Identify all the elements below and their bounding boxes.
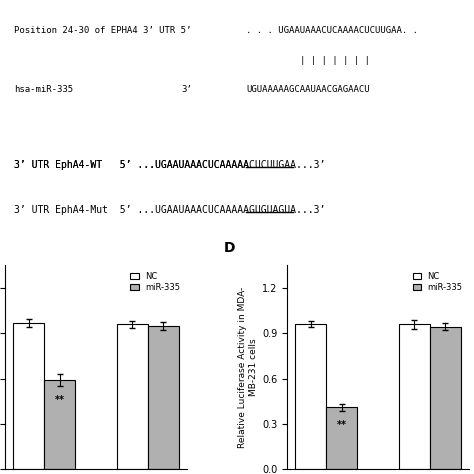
- Text: D: D: [223, 241, 235, 255]
- Bar: [13, 323, 44, 469]
- Text: 3’ UTR EphA4-WT   5’ ...UGAAUAAACUCAAAAA: 3’ UTR EphA4-WT 5’ ...UGAAUAAACUCAAAAA: [14, 160, 249, 170]
- Text: 3’ UTR EphA4-WT   5’ ...UGAAUAAACUCAAAAA: 3’ UTR EphA4-WT 5’ ...UGAAUAAACUCAAAAA: [14, 160, 249, 170]
- Text: Position 24-30 of EPHA4 3’ UTR 5’: Position 24-30 of EPHA4 3’ UTR 5’: [14, 26, 191, 35]
- Bar: [327, 407, 357, 469]
- Text: 3’: 3’: [181, 85, 192, 94]
- Text: . . . UGAAUAAACUCAAAACUCUUGAA. .: . . . UGAAUAAACUCAAAACUCUUGAA. .: [246, 26, 418, 35]
- Text: **: **: [55, 395, 64, 405]
- Bar: [44, 380, 75, 469]
- Bar: [295, 324, 327, 469]
- Text: | | | | | | |: | | | | | | |: [300, 56, 370, 65]
- Y-axis label: Relative Luciferase Activity in MDA-
MB-231 cells: Relative Luciferase Activity in MDA- MB-…: [238, 287, 258, 448]
- Bar: [147, 326, 179, 469]
- Legend: NC, miR-335: NC, miR-335: [128, 270, 183, 294]
- Text: **: **: [337, 420, 347, 430]
- Text: 3’ UTR EphA4-WT   5’ ...UGAAUAAACUCAAAAACUCUUGAA...3’: 3’ UTR EphA4-WT 5’ ...UGAAUAAACUCAAAAACU…: [14, 160, 326, 170]
- Text: 3’ UTR EphA4-Mut  5’ ...UGAAUAAACUCAAAAAGUGUAGUA...3’: 3’ UTR EphA4-Mut 5’ ...UGAAUAAACUCAAAAAG…: [14, 205, 326, 215]
- Bar: [117, 324, 147, 469]
- Bar: [430, 327, 461, 469]
- Text: hsa-miR-335: hsa-miR-335: [14, 85, 73, 94]
- Bar: [399, 324, 430, 469]
- Legend: NC, miR-335: NC, miR-335: [410, 270, 465, 294]
- Text: UGUAAAAAGCAAUAACGAGAACU: UGUAAAAAGCAAUAACGAGAACU: [246, 85, 370, 94]
